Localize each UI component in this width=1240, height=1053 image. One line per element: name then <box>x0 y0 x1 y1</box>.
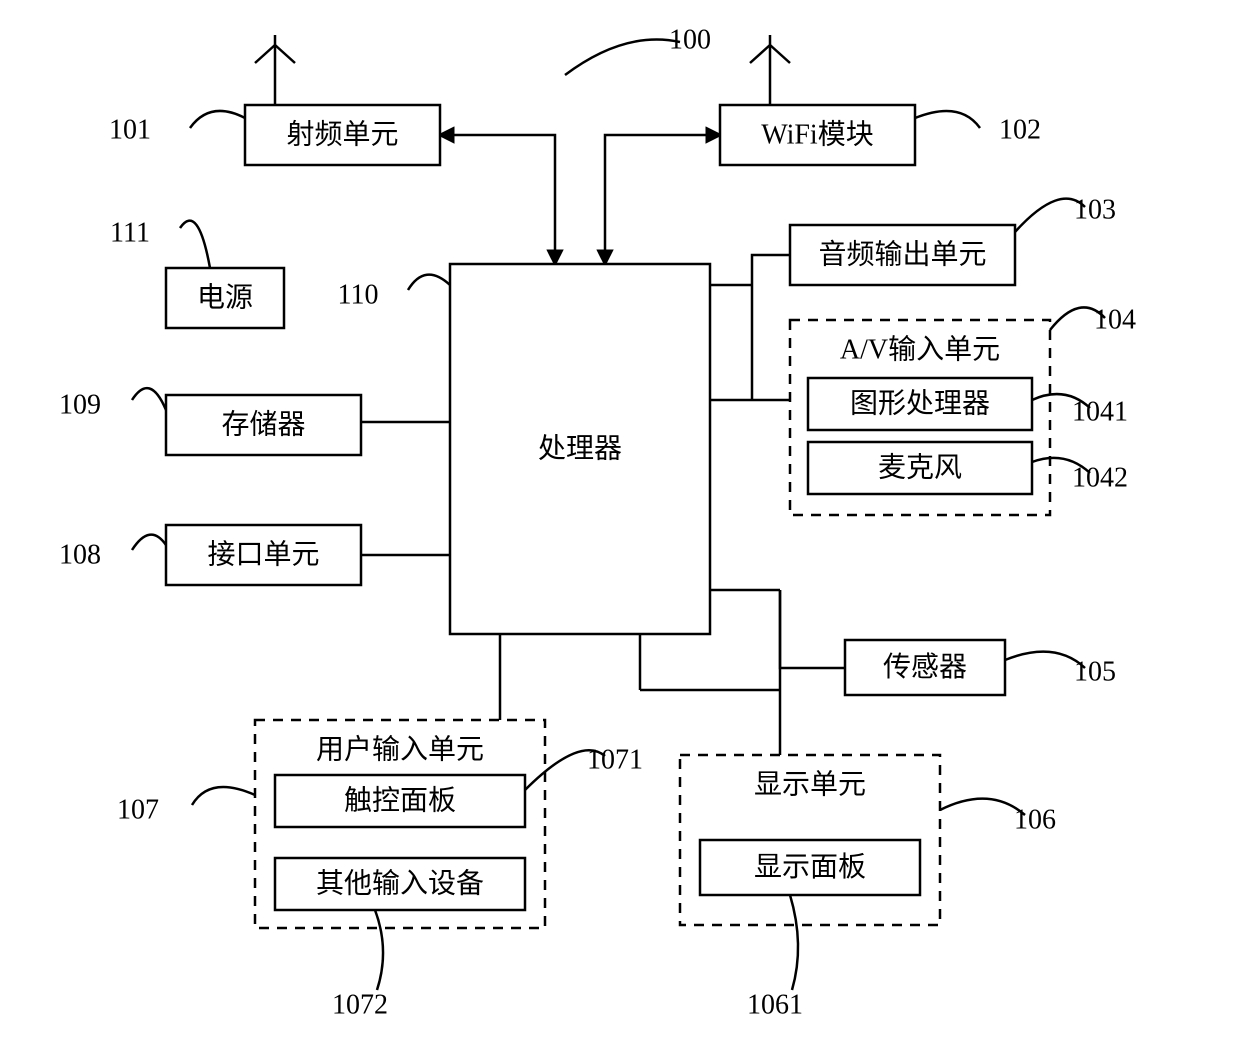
block-label: 接口单元 <box>207 539 319 571</box>
block-n1072: 其他输入设备 <box>275 858 525 910</box>
block-n108: 接口单元 <box>166 525 361 585</box>
ref-label: 111 <box>110 218 150 249</box>
ref-label: 1071 <box>587 745 643 776</box>
block-n1042: 麦克风 <box>808 442 1032 494</box>
ref-label: 1061 <box>747 990 803 1021</box>
block-label: 射频单元 <box>286 119 398 151</box>
block-label: 用户输入单元 <box>316 734 484 766</box>
ref-label: 105 <box>1074 657 1116 688</box>
block-label: 其他输入设备 <box>316 868 484 900</box>
ref-label: 103 <box>1074 195 1116 226</box>
block-n102: WiFi模块 <box>720 105 915 165</box>
ref-label: 110 <box>338 280 379 311</box>
block-n1071: 触控面板 <box>275 775 525 827</box>
ref-label: 1042 <box>1072 463 1128 494</box>
block-n1041: 图形处理器 <box>808 378 1032 430</box>
block-label: 麦克风 <box>878 452 962 484</box>
ref-label: 1041 <box>1072 397 1128 428</box>
block-label: 显示单元 <box>754 769 866 801</box>
block-label: 存储器 <box>221 409 305 441</box>
ref-label: 106 <box>1014 805 1056 836</box>
block-label: 音频输出单元 <box>818 239 986 271</box>
block-n1061: 显示面板 <box>700 840 920 895</box>
block-label: 传感器 <box>883 651 967 683</box>
block-label: A/V输入单元 <box>840 334 1000 366</box>
block-diagram: 处理器 射频单元 WiFi模块电源存储器接口单元 音频输出单元 A/V输入单元图形处理器… <box>0 0 1240 1053</box>
ref-label: 107 <box>117 795 159 826</box>
ref-label: 109 <box>59 390 101 421</box>
block-n103: 音频输出单元 <box>790 225 1015 285</box>
ref-label: 101 <box>109 115 151 146</box>
block-label: 显示面板 <box>754 851 866 883</box>
ref-label: 104 <box>1094 305 1136 336</box>
block-label: WiFi模块 <box>761 119 873 151</box>
block-label: 触控面板 <box>344 785 456 817</box>
block-n109: 存储器 <box>166 395 361 455</box>
block-label: 电源 <box>197 282 253 314</box>
block-label: 处理器 <box>538 433 622 465</box>
ref-label: 102 <box>999 115 1041 146</box>
block-n105: 传感器 <box>845 640 1005 695</box>
ref-label: 108 <box>59 540 101 571</box>
block-n110: 处理器 <box>450 264 710 634</box>
block-n111: 电源 <box>166 268 284 328</box>
ref-label: 100 <box>669 25 711 56</box>
ref-label: 1072 <box>332 990 388 1021</box>
block-n101: 射频单元 <box>245 105 440 165</box>
block-label: 图形处理器 <box>850 388 990 420</box>
